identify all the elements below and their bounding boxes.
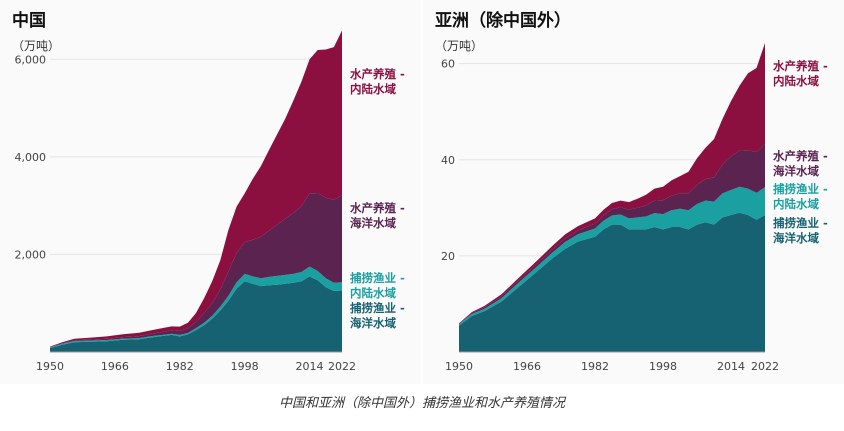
series-label-capture_inland: 捕捞渔业 - [773,182,828,196]
series-label-capture_inland: 捕捞渔业 - [350,271,405,285]
series-label-aquaculture_inland: 水产养殖 - [773,59,828,73]
area-series-aquaculture_marine [459,143,765,325]
x-tick-label: 2022 [751,360,779,373]
x-tick-label: 1950 [36,360,64,373]
series-label-aquaculture_marine-line2: 海洋水域 [350,216,396,230]
figure-caption: 中国和亚洲（除中国外）捕捞渔业和水产养殖情况 [278,396,565,411]
y-axis-unit-label: （万吨） [12,39,60,53]
area-series-capture_inland [459,186,765,326]
area-series-capture_inland [50,266,342,349]
y-tick-label: 60 [441,58,455,71]
series-label-capture_marine-line2: 海洋水域 [773,231,819,245]
x-tick-label: 1998 [231,360,259,373]
x-tick-label: 1966 [101,360,129,373]
x-tick-label: 2014 [296,360,324,373]
series-label-capture_marine: 捕捞渔业 - [773,216,828,230]
y-tick-label: 20 [441,250,455,263]
y-tick-label: 40 [441,154,455,167]
series-label-aquaculture_marine-line2: 海洋水域 [773,164,819,178]
series-label-aquaculture_marine: 水产养殖 - [350,201,405,215]
series-label-aquaculture_marine: 水产养殖 - [773,149,828,163]
y-axis-unit-label: （万吨） [435,39,483,53]
y-tick-label: 2,000 [15,248,47,261]
chart-china: 中国 （万吨） 2,000 4,000 6,000 1950 1966 1982 1998 201… [12,10,405,373]
x-tick-label: 1998 [649,360,677,373]
area-series-aquaculture_inland [50,30,342,348]
series-label-aquaculture_inland-line2: 内陆水域 [773,74,819,88]
x-tick-label: 1966 [513,360,541,373]
area-series-capture_marine [459,212,765,352]
y-tick-label: 4,000 [15,151,47,164]
series-label-capture_marine: 捕捞渔业 - [350,301,405,315]
chart-title: 亚洲（除中国外） [435,10,571,31]
series-label-aquaculture_inland: 水产养殖 - [350,67,405,81]
x-tick-label: 1982 [166,360,194,373]
area-series-capture_marine [50,276,342,352]
x-tick-label: 2022 [328,360,356,373]
x-tick-label: 1982 [581,360,609,373]
series-label-aquaculture_inland-line2: 内陆水域 [350,82,396,96]
area-series-aquaculture_marine [50,193,342,348]
x-tick-label: 1950 [445,360,473,373]
y-tick-label: 6,000 [15,53,47,66]
series-label-capture_marine-line2: 海洋水域 [350,316,396,330]
series-label-capture_inland-line2: 内陆水域 [773,197,819,211]
x-tick-label: 2014 [717,360,745,373]
series-label-capture_inland-line2: 内陆水域 [350,286,396,300]
chart-title: 中国 [12,10,46,31]
chart-asia-excluding-china: 亚洲（除中国外） （万吨） 20 40 60 1950 1966 1982 1998 2014 20… [435,10,828,373]
